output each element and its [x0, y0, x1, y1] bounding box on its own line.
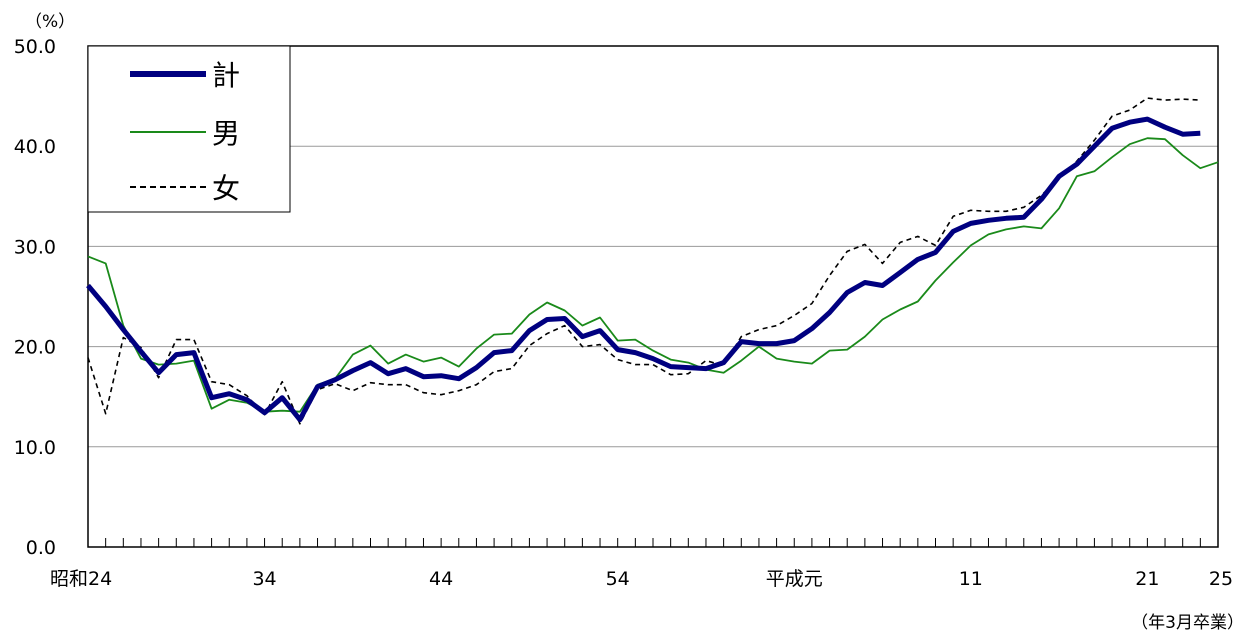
- y-tick-label: 30.0: [14, 236, 56, 258]
- legend-box: [87, 45, 291, 213]
- x-tick-label: 平成元: [766, 568, 823, 590]
- legend-label-female: 女: [212, 172, 240, 205]
- x-tick-label: 11: [959, 568, 983, 590]
- x-tick-label: 34: [252, 568, 276, 590]
- legend-label-total: 計: [212, 59, 240, 92]
- y-tick-label: 20.0: [14, 337, 56, 359]
- x-axis-ticks: 昭和24 34 44 54 平成元 11 21 25: [50, 538, 1233, 590]
- legend: 計 男 女: [87, 45, 291, 213]
- series-line-total: [86, 116, 1201, 423]
- y-axis-ticks: 0.0 10.0 20.0 30.0 40.0 50.0: [14, 36, 56, 559]
- series-lines: [86, 97, 1219, 425]
- y-tick-label: 40.0: [14, 136, 56, 158]
- x-tick-label: 54: [606, 568, 630, 590]
- x-tick-label: 21: [1135, 568, 1159, 590]
- x-unit-label: （年3月卒業）: [1131, 613, 1244, 633]
- legend-label-male: 男: [212, 117, 240, 150]
- x-tick-label: 44: [429, 568, 453, 590]
- series-line-female: [87, 97, 1201, 425]
- x-tick-label: 昭和24: [50, 568, 112, 590]
- y-tick-label: 0.0: [26, 537, 56, 559]
- x-tick-label: 25: [1209, 568, 1233, 590]
- y-tick-label: 50.0: [14, 36, 56, 58]
- y-unit-label: （%）: [25, 12, 75, 32]
- y-tick-label: 10.0: [14, 437, 56, 459]
- series-line-male: [87, 137, 1219, 413]
